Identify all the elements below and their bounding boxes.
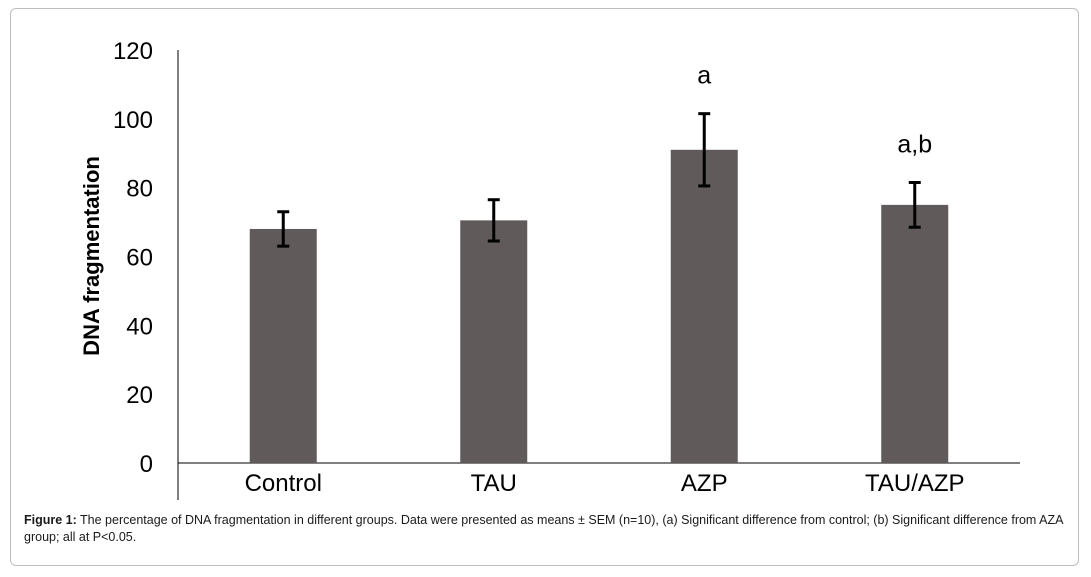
y-tick-label: 20 — [126, 382, 153, 409]
bar — [670, 149, 738, 463]
caption-text: The percentage of DNA fragmentation in d… — [24, 513, 1063, 544]
y-tick-label: 120 — [113, 38, 153, 65]
y-tick-label: 80 — [126, 176, 153, 203]
y-tick-label: 0 — [140, 451, 153, 478]
y-tick-label: 40 — [126, 313, 153, 340]
bar — [249, 228, 317, 463]
y-tick-label: 100 — [113, 107, 153, 134]
bar — [460, 220, 528, 463]
significance-labels: a a,b — [697, 62, 932, 159]
category-label: AZP — [681, 470, 728, 497]
significance-label: a — [697, 62, 711, 90]
figure-caption: Figure 1: The percentage of DNA fragment… — [24, 512, 1074, 546]
bar — [881, 204, 949, 463]
y-axis-title: DNA fragmentation — [79, 156, 104, 356]
caption-label: Figure 1: — [24, 513, 77, 527]
bar-chart: DNA fragmentation 0 20 40 60 80 100 120 a a,b C… — [79, 38, 1020, 500]
y-tick-labels: 0 20 40 60 80 100 120 — [113, 38, 153, 478]
y-tick-label: 60 — [126, 245, 153, 272]
error-bar — [277, 210, 290, 248]
error-bar — [698, 112, 711, 188]
category-label: Control — [245, 470, 322, 497]
category-labels: Control TAU AZP TAU/AZP — [245, 470, 965, 497]
significance-label: a,b — [897, 131, 932, 159]
error-bar — [487, 198, 500, 243]
category-label: TAU — [471, 470, 517, 497]
bars — [249, 149, 949, 463]
category-label: TAU/AZP — [865, 470, 965, 497]
error-bars — [277, 112, 921, 248]
error-bar — [908, 181, 921, 229]
